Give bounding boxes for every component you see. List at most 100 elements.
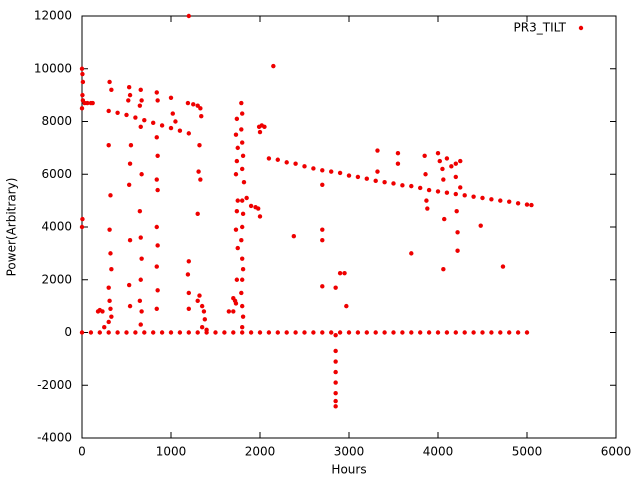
data-point — [108, 193, 113, 198]
data-point — [106, 108, 111, 114]
data-point — [453, 174, 458, 180]
data-point — [234, 158, 240, 164]
data-point — [240, 314, 246, 319]
data-point — [109, 87, 114, 93]
data-point — [155, 153, 160, 158]
data-point — [154, 224, 159, 230]
data-point — [311, 330, 316, 335]
data-point — [126, 282, 132, 288]
data-point — [239, 237, 244, 243]
data-point — [139, 98, 144, 103]
data-point — [186, 330, 191, 335]
data-point — [127, 237, 133, 243]
data-point — [320, 237, 325, 243]
data-point — [138, 322, 143, 327]
x-tick-label: 1000 — [156, 445, 187, 459]
data-point — [240, 303, 245, 309]
data-point — [85, 100, 90, 106]
data-point — [204, 327, 209, 333]
data-point — [337, 270, 343, 276]
data-point — [151, 120, 156, 126]
x-tick-label: 0 — [78, 445, 86, 459]
data-point — [126, 85, 132, 90]
data-point — [364, 330, 369, 335]
data-point — [109, 314, 114, 319]
data-point — [155, 98, 160, 103]
data-point — [271, 63, 276, 69]
data-point — [266, 330, 272, 335]
data-point — [79, 106, 85, 111]
data-point — [455, 248, 460, 253]
data-point — [337, 170, 343, 176]
data-point — [106, 319, 111, 325]
data-point — [257, 330, 263, 335]
data-point — [168, 125, 174, 131]
data-point — [168, 330, 174, 335]
legend-label: PR3_TILT — [514, 21, 567, 35]
data-point — [124, 112, 129, 118]
data-point — [137, 298, 143, 304]
data-point — [293, 161, 298, 166]
data-point — [139, 172, 144, 177]
data-point — [342, 270, 347, 276]
data-point — [524, 330, 530, 335]
data-point — [231, 330, 236, 335]
data-point — [329, 330, 334, 335]
plot-frame — [81, 15, 617, 439]
data-point — [462, 193, 467, 198]
data-point — [489, 330, 494, 335]
data-point — [191, 102, 196, 107]
data-point — [234, 116, 240, 122]
data-point — [79, 66, 85, 71]
data-point — [409, 251, 414, 256]
data-point — [155, 187, 160, 193]
y-tick-label: 0 — [64, 325, 72, 339]
data-point — [418, 330, 423, 335]
data-point — [142, 330, 147, 335]
data-point — [231, 296, 236, 301]
data-point — [139, 309, 144, 314]
data-point — [471, 194, 476, 199]
data-point — [240, 325, 245, 330]
data-point — [137, 103, 143, 108]
data-point — [222, 330, 227, 335]
data-point — [195, 330, 200, 335]
data-point — [257, 214, 263, 219]
data-point — [435, 150, 441, 156]
data-point — [234, 277, 240, 282]
data-point — [170, 111, 175, 116]
data-point — [262, 124, 267, 129]
data-point — [196, 169, 201, 174]
data-point — [195, 211, 200, 217]
data-point — [444, 156, 450, 161]
data-point — [235, 245, 240, 251]
data-point — [344, 303, 349, 309]
data-point — [364, 176, 369, 181]
data-point — [248, 203, 254, 209]
y-tick-label: -4000 — [37, 431, 72, 445]
data-point — [155, 288, 160, 293]
y-tick-label: 8000 — [41, 114, 72, 128]
data-point — [333, 348, 338, 354]
data-point — [329, 169, 334, 174]
data-point — [395, 150, 401, 156]
data-point — [154, 306, 159, 311]
data-point — [115, 110, 120, 115]
data-point — [198, 106, 203, 111]
x-tick-label: 5000 — [512, 445, 543, 459]
data-point — [185, 100, 191, 106]
data-point — [333, 404, 338, 409]
data-point — [355, 174, 361, 180]
data-point — [529, 202, 534, 208]
data-point — [240, 224, 245, 230]
data-point — [275, 157, 280, 162]
data-point — [480, 330, 485, 335]
data-point — [133, 115, 138, 120]
data-point — [400, 183, 405, 188]
data-point — [453, 330, 458, 335]
data-point — [320, 182, 325, 187]
y-tick-label: -2000 — [37, 378, 72, 392]
y-axis-label: Power(Arbitrary) — [5, 178, 19, 277]
